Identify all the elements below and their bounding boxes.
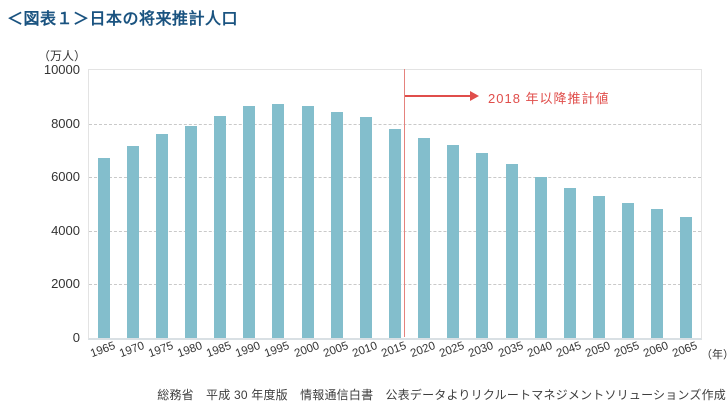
- y-tick-label-8000: 8000: [51, 115, 80, 131]
- x-tick-label-2010: 2010: [350, 339, 379, 361]
- x-tick-label-2005: 2005: [321, 339, 350, 361]
- source-caption: 総務省 平成 30 年度版 情報通信白書 公表データよりリクルートマネジメントソ…: [157, 388, 726, 402]
- x-tick-label-1990: 1990: [234, 339, 263, 361]
- x-tick-label-2000: 2000: [292, 339, 321, 361]
- x-tick-label-1975: 1975: [146, 339, 175, 361]
- x-tick-label-1965: 1965: [88, 339, 117, 361]
- y-tick-label-0: 0: [72, 330, 80, 345]
- x-tick-label-1970: 1970: [117, 339, 146, 361]
- bar-2055: [622, 202, 635, 338]
- x-tick-label-2040: 2040: [525, 339, 554, 361]
- bar-2045: [563, 187, 576, 338]
- bar-1965: [97, 158, 110, 338]
- bar-1975: [155, 134, 168, 338]
- y-tick-label-4000: 4000: [51, 222, 80, 238]
- arrow-line: [405, 95, 470, 97]
- projection-divider-line: [403, 69, 405, 337]
- x-tick-label-2030: 2030: [467, 339, 496, 361]
- y-tick-label-2000: 2000: [51, 276, 80, 292]
- x-axis-unit-label: （年）: [701, 349, 728, 361]
- bar-1985: [214, 115, 227, 338]
- bar-1990: [243, 106, 256, 338]
- bar-2025: [447, 145, 460, 338]
- bar-2050: [593, 195, 605, 338]
- y-tick-label-6000: 6000: [51, 169, 80, 185]
- bar-2035: [505, 163, 518, 338]
- gridline-8000: [89, 123, 701, 125]
- x-tick-label-2015: 2015: [379, 339, 409, 361]
- bar-2000: [301, 106, 314, 338]
- bar-2015: [389, 128, 401, 338]
- x-tick-label-1985: 1985: [205, 339, 234, 361]
- x-tick-label-2060: 2060: [642, 339, 671, 361]
- x-tick-label-2065: 2065: [671, 339, 700, 361]
- x-tick-label-1995: 1995: [263, 339, 292, 361]
- x-tick-label-1980: 1980: [175, 339, 205, 361]
- bar-2010: [359, 116, 372, 338]
- x-tick-label-2045: 2045: [554, 339, 583, 361]
- bar-2030: [476, 153, 489, 338]
- bar-1995: [272, 103, 285, 338]
- chart-title: ＜図表１＞日本の将来推計人口: [7, 11, 239, 28]
- x-tick-label-2050: 2050: [583, 339, 613, 361]
- bar-2020: [418, 138, 431, 338]
- arrow-head-icon: [470, 90, 479, 101]
- x-tick-label-2025: 2025: [438, 339, 467, 361]
- bar-2040: [534, 177, 547, 338]
- plot-area: [88, 69, 702, 340]
- bar-2060: [651, 209, 664, 338]
- x-tick-label-2035: 2035: [496, 339, 525, 361]
- x-tick-label-2055: 2055: [613, 339, 642, 361]
- y-axis-unit-label: （万人）: [38, 49, 87, 63]
- bar-1970: [126, 146, 139, 338]
- y-tick-label-10000: 10000: [43, 62, 80, 77]
- x-tick-label-2020: 2020: [409, 339, 438, 361]
- bar-2005: [330, 111, 343, 338]
- projection-annotation-label: 2018 年以降推計値: [488, 91, 610, 106]
- bar-2065: [680, 217, 693, 338]
- bar-1980: [185, 126, 197, 338]
